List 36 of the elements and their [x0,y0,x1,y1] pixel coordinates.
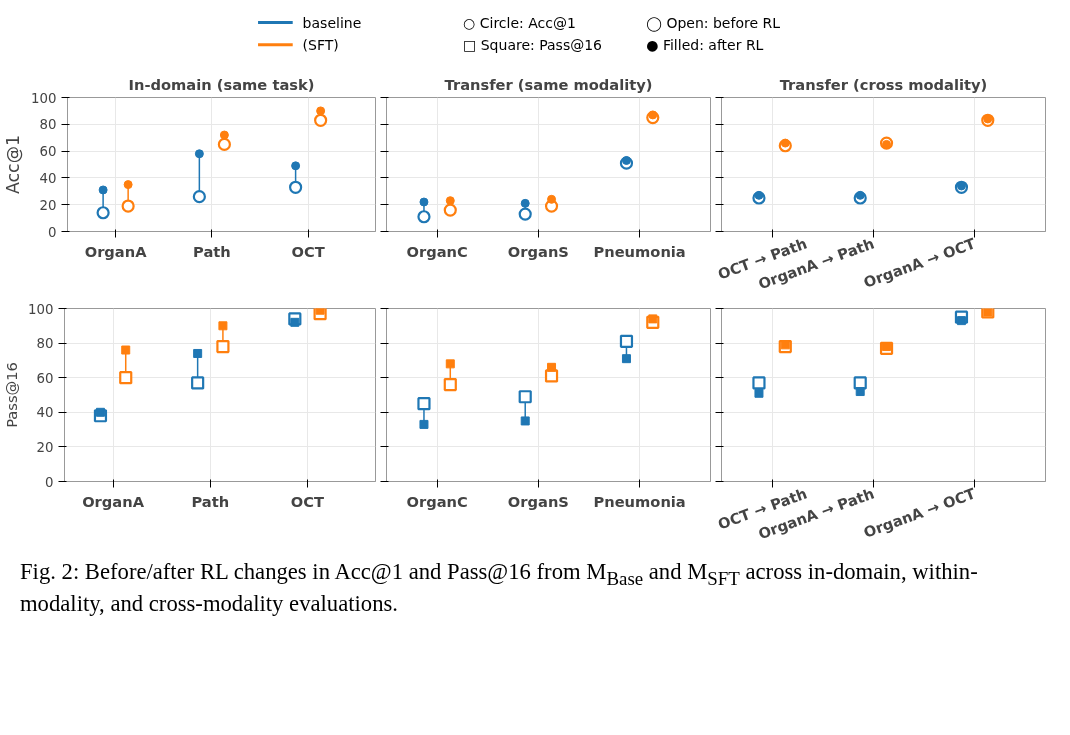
text: □ Square: Pass@16 [463,36,603,53]
chart-title: Transfer (same modality) [444,75,653,93]
y-tick-label: 100 [31,90,57,106]
y-tick-label: 100 [28,301,54,317]
y-tick-label: 80 [36,336,54,352]
x-tick-label: Pneumonia [593,492,686,510]
x-tick-label: OCT [290,492,325,510]
y-tick-label: 60 [36,370,54,386]
y-tick-label: 40 [36,405,54,421]
y-tick-label: 20 [36,439,54,455]
x-tick-label: OrganA [82,492,145,510]
y-tick-label: 20 [39,197,57,213]
x-tick-label: Pneumonia [593,242,686,260]
x-tick-label: OrganA [84,242,148,260]
x-tick-label: OrganC [406,492,468,510]
text: ◯ Open: before RL [646,14,781,32]
y-tick-label: 0 [45,474,54,490]
y-axis-title: Pass@16 [3,362,21,428]
text: ○ Circle: Acc@1 [463,14,576,31]
x-tick-label: Path [193,242,231,260]
x-tick-label: Path [191,492,230,510]
y-tick-label: 40 [39,170,57,186]
x-tick-label: OCT [291,242,325,260]
text: Fig. 2: Before/after RL changes in Acc@1 and Pass@16 from M$_{Base}$ and M$_{SFT}$ across in-domain, within-modality, and cross-modality evaluations. [20,559,978,617]
y-tick-label: 0 [48,224,57,240]
y-tick-label: 60 [39,144,57,160]
legend-label: (SFT) [302,36,339,53]
chart-title: Transfer (cross modality) [779,75,988,93]
x-tick-label: OrganC [406,242,468,260]
text: ● Filled: after RL [646,36,764,53]
legend-label: baseline [302,14,362,31]
y-tick-label: 80 [39,117,57,133]
y-axis-title: Acc@1 [3,135,24,194]
x-tick-label: OrganS [507,492,569,510]
chart-title: In-domain (same task) [128,75,315,93]
x-tick-label: OrganS [507,242,569,260]
